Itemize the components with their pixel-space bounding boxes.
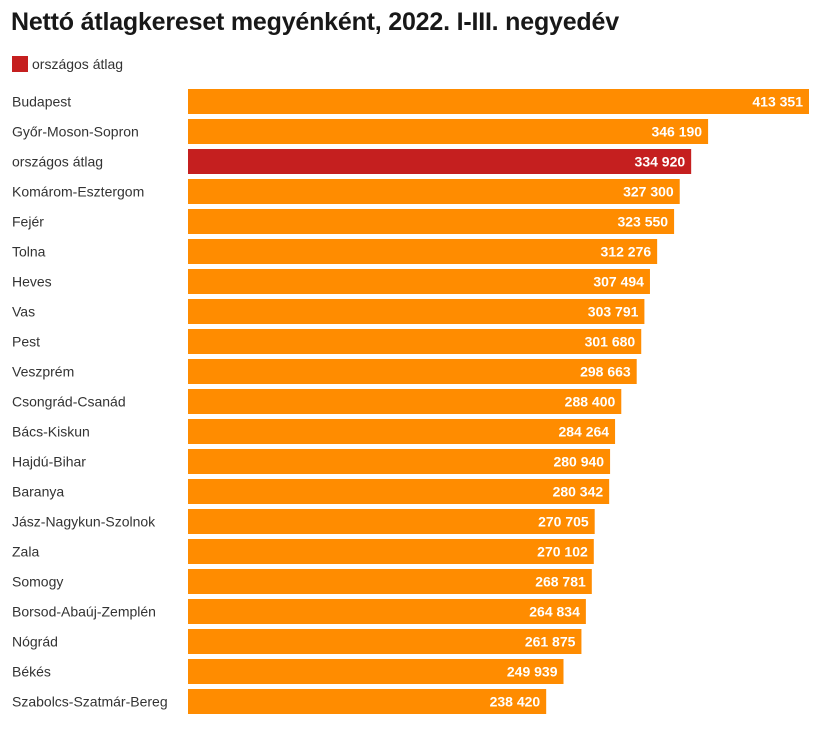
value-label: 413 351 (752, 94, 803, 110)
category-label: Nógrád (12, 634, 58, 650)
category-label: országos átlag (12, 154, 103, 170)
category-label: Csongrád-Csanád (12, 394, 126, 410)
value-label: 307 494 (593, 274, 644, 290)
value-label: 280 940 (553, 454, 604, 470)
category-label: Jász-Nagykun-Szolnok (12, 514, 156, 530)
bar (188, 119, 709, 144)
bar (188, 269, 650, 294)
bar (188, 449, 611, 474)
bar (188, 659, 564, 684)
chart-title: Nettó átlagkereset megyénként, 2022. I-I… (11, 8, 619, 36)
value-label: 261 875 (525, 634, 576, 650)
bar (188, 209, 675, 234)
category-label: Veszprém (12, 364, 74, 380)
value-label: 312 276 (601, 244, 652, 260)
category-label: Borsod-Abaúj-Zemplén (12, 604, 156, 620)
bar (188, 629, 582, 654)
category-label: Baranya (12, 484, 64, 500)
category-label: Győr-Moson-Sopron (12, 124, 139, 140)
value-label: 301 680 (585, 334, 636, 350)
value-label: 298 663 (580, 364, 631, 380)
bar (188, 239, 658, 264)
bar (188, 329, 642, 354)
bar (188, 299, 645, 324)
category-label: Bács-Kiskun (12, 424, 90, 440)
value-label: 270 102 (537, 544, 588, 560)
bar (188, 569, 592, 594)
category-label: Budapest (12, 94, 71, 110)
category-label: Békés (12, 664, 51, 680)
category-label: Somogy (12, 574, 63, 590)
value-label: 284 264 (558, 424, 609, 440)
legend-swatch (12, 56, 28, 72)
category-label: Tolna (12, 244, 46, 260)
bar (188, 389, 622, 414)
category-label: Heves (12, 274, 52, 290)
value-label: 280 342 (553, 484, 604, 500)
value-label: 334 920 (635, 154, 686, 170)
bar-highlight (188, 149, 692, 174)
category-label: Vas (12, 304, 35, 320)
bar (188, 509, 595, 534)
category-label: Szabolcs-Szatmár-Bereg (12, 694, 168, 710)
category-label: Fejér (12, 214, 44, 230)
bar (188, 539, 594, 564)
bar (188, 479, 610, 504)
value-label: 346 190 (651, 124, 702, 140)
legend: országos átlag (12, 56, 123, 72)
value-label: 238 420 (490, 694, 541, 710)
value-label: 303 791 (588, 304, 639, 320)
category-label: Zala (12, 544, 39, 560)
value-label: 249 939 (507, 664, 558, 680)
bar (188, 89, 809, 114)
category-label: Hajdú-Bihar (12, 454, 86, 470)
category-label: Pest (12, 334, 40, 350)
bar (188, 179, 680, 204)
value-label: 327 300 (623, 184, 674, 200)
value-label: 268 781 (535, 574, 586, 590)
legend-label: országos átlag (32, 56, 124, 72)
category-label: Komárom-Esztergom (12, 184, 144, 200)
bar (188, 599, 586, 624)
value-label: 323 550 (617, 214, 668, 230)
value-label: 288 400 (565, 394, 616, 410)
bar (188, 419, 616, 444)
bar (188, 359, 637, 384)
value-label: 270 705 (538, 514, 589, 530)
bar (188, 689, 547, 714)
value-label: 264 834 (529, 604, 580, 620)
